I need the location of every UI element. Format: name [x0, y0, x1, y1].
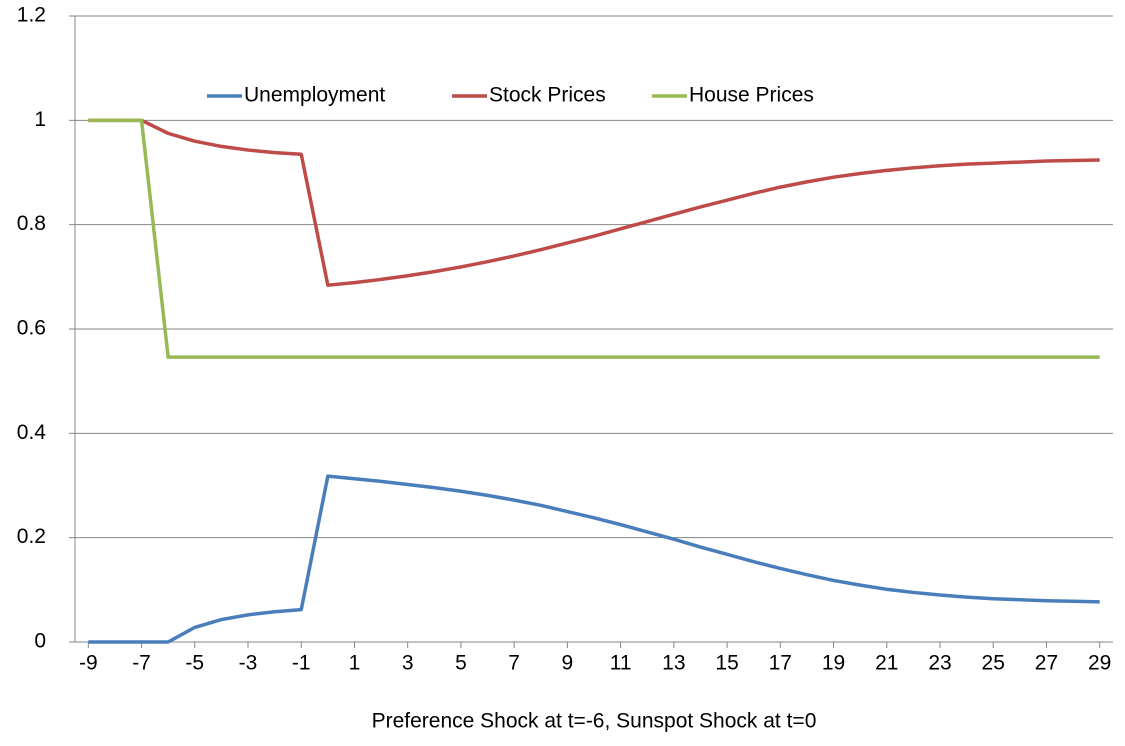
y-tick-label: 1 [34, 108, 46, 131]
x-tick-label: -9 [79, 652, 98, 675]
x-tick-label: 19 [822, 652, 845, 675]
x-tick-label: 3 [402, 652, 414, 675]
y-tick-label: 0.6 [17, 317, 46, 340]
x-tick-label: 15 [715, 652, 738, 675]
legend-label: Stock Prices [489, 84, 606, 107]
x-tick-label: -7 [132, 652, 151, 675]
x-tick-label: 13 [662, 652, 685, 675]
x-tick-label: -3 [239, 652, 258, 675]
x-tick-label: -1 [292, 652, 311, 675]
line [88, 474, 1100, 644]
x-tick-label: 5 [455, 652, 467, 675]
x-axis-label: Preference Shock at t=-6, Sunspot Shock … [372, 710, 817, 733]
y-tick-label: 0.2 [17, 525, 46, 548]
x-tick-label: 1 [349, 652, 361, 675]
x-tick-label: 27 [1035, 652, 1058, 675]
x-tick-label: 25 [982, 652, 1005, 675]
y-tick-label: 0.4 [17, 421, 47, 444]
x-tick-label: 23 [928, 652, 951, 675]
x-tick-label: 7 [508, 652, 520, 675]
x-tick-label: 17 [769, 652, 792, 675]
line [88, 118, 1100, 359]
x-tick-label: 21 [875, 652, 898, 675]
legend-label: Unemployment [244, 84, 385, 107]
x-tick-label: -5 [185, 652, 204, 675]
y-tick-label: 0.8 [17, 212, 46, 235]
x-tick-label: 11 [610, 652, 632, 675]
line [88, 118, 1100, 287]
legend-label: House Prices [689, 84, 814, 107]
x-tick-label: 9 [562, 652, 574, 675]
y-tick-label: 1.2 [17, 4, 46, 27]
y-tick-label: 0 [34, 630, 46, 653]
x-tick-label: 29 [1088, 652, 1111, 675]
